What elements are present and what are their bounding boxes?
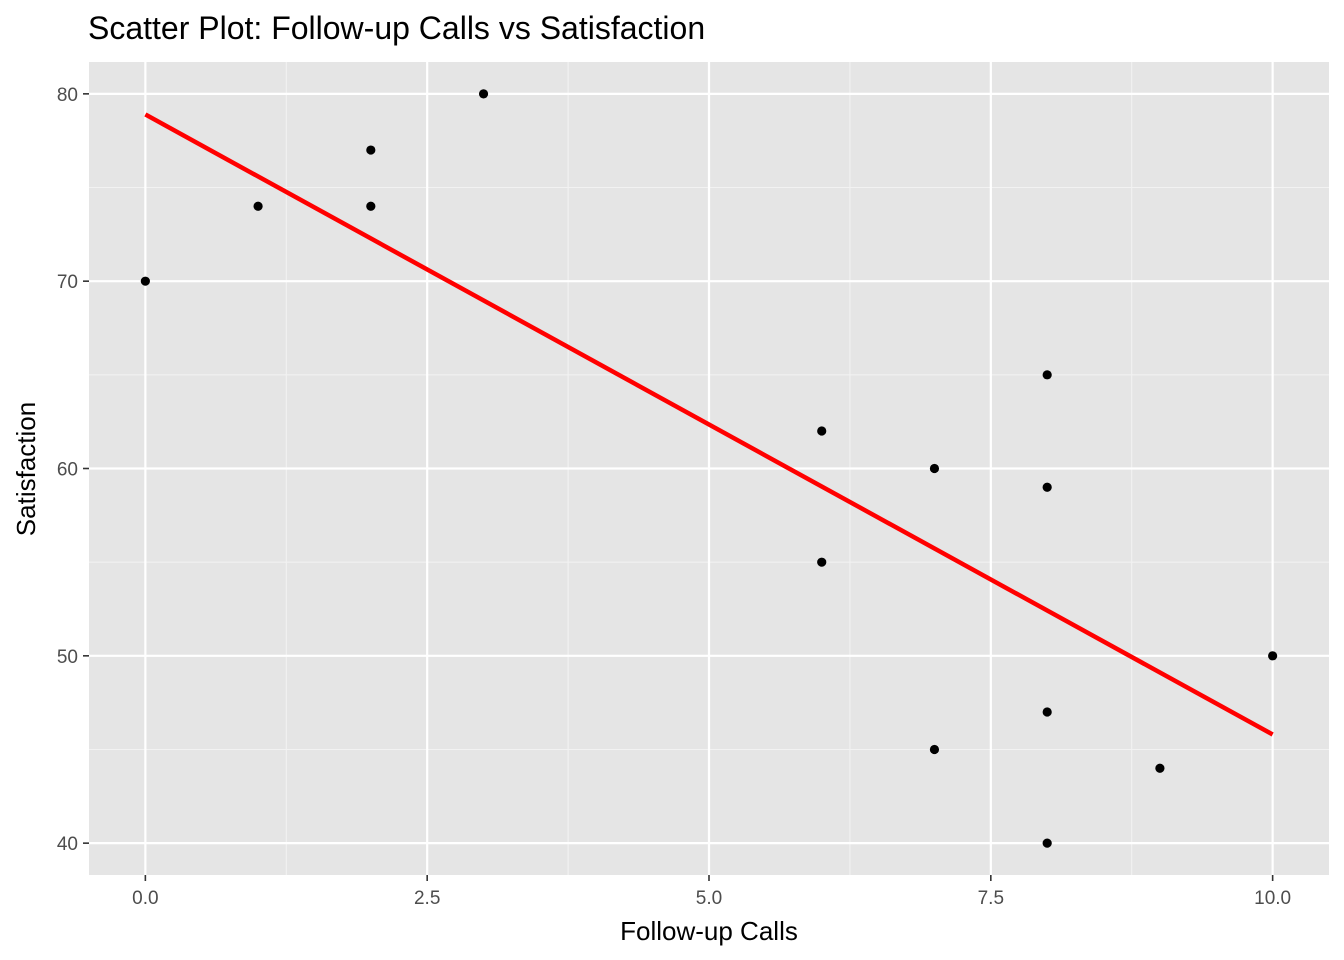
y-tick-label: 50	[57, 647, 78, 668]
data-point	[366, 201, 376, 211]
regression-line	[144, 112, 1274, 737]
y-tick-label: 70	[57, 272, 78, 293]
x-tick-label: 2.5	[414, 888, 440, 909]
y-axis: 40 50 60 70 80	[57, 85, 89, 855]
x-axis-title: Follow-up Calls	[620, 916, 798, 946]
plot-area	[89, 62, 1329, 875]
x-axis: 0.0 2.5 5.0 7.5 10.0	[132, 875, 1291, 909]
data-point	[929, 744, 940, 755]
data-point	[1042, 482, 1052, 492]
data-point	[140, 276, 150, 286]
x-tick-label: 0.0	[132, 888, 158, 909]
data-point	[253, 201, 263, 211]
y-tick-label: 60	[57, 460, 78, 481]
data-point	[929, 463, 940, 474]
data-point	[478, 89, 489, 99]
points-layer	[140, 89, 1278, 848]
chart-title: Scatter Plot: Follow-up Calls vs Satisfa…	[88, 10, 705, 46]
y-tick-label: 80	[57, 85, 78, 106]
fit-line-layer	[144, 112, 1274, 737]
data-point	[1268, 651, 1278, 661]
y-tick-label: 40	[57, 834, 78, 855]
major-gridlines	[89, 62, 1329, 875]
x-tick-label: 5.0	[696, 888, 722, 909]
data-point	[366, 145, 376, 155]
data-point	[817, 557, 827, 567]
data-point	[1042, 838, 1052, 848]
x-tick-label: 7.5	[978, 888, 1004, 909]
x-tick-label: 10.0	[1254, 888, 1291, 909]
data-point	[1042, 370, 1052, 380]
data-point	[1042, 707, 1052, 717]
y-axis-title: Satisfaction	[11, 402, 41, 536]
data-point	[817, 426, 827, 436]
data-point	[1155, 763, 1165, 773]
